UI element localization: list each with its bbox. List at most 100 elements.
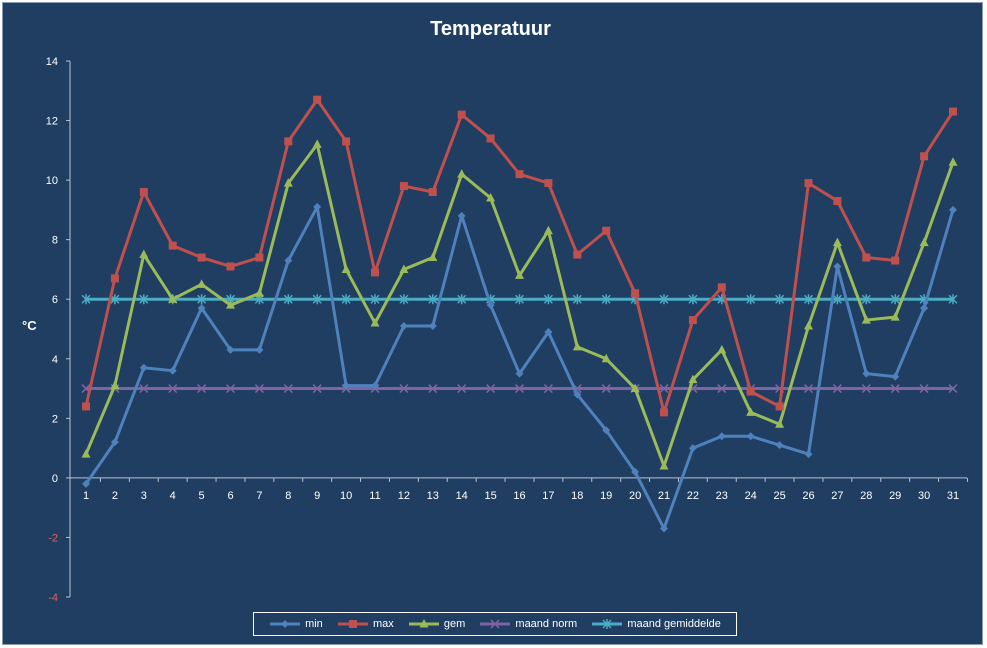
data-point-max: [602, 226, 611, 235]
data-point-gem: [515, 270, 524, 279]
data-point-maand-norm: [514, 384, 525, 394]
data-point-min: [226, 345, 235, 354]
data-point-gem: [110, 380, 120, 390]
y-axis-label: °C: [22, 318, 37, 333]
x-tick-label: 17: [542, 490, 554, 502]
data-point-min: [688, 444, 697, 453]
legend-label: maand norm: [515, 618, 578, 630]
data-point-gem: [341, 264, 351, 273]
x-tick-label: 6: [227, 490, 233, 502]
x-tick-label: 8: [285, 490, 291, 502]
data-point-max: [573, 250, 582, 259]
data-point-min: [428, 322, 437, 331]
data-point-gem: [775, 419, 785, 428]
data-point-max: [110, 274, 119, 283]
data-point-min: [746, 432, 755, 441]
y-tick-label: 12: [46, 116, 58, 128]
data-point-max: [399, 182, 408, 191]
data-point-gem: [861, 315, 871, 324]
data-point-min: [313, 202, 322, 211]
data-point-maand-norm: [890, 384, 900, 394]
data-point-min: [631, 467, 640, 476]
data-point-min: [602, 426, 611, 435]
data-point-maand-norm: [457, 384, 467, 394]
legend-label: maand gemiddelde: [627, 618, 721, 630]
data-point-gem: [312, 139, 322, 148]
legend-item-max: max: [337, 618, 394, 630]
data-point-max: [515, 170, 524, 179]
data-point-maand-gemiddelde: [543, 294, 553, 305]
data-point-min: [342, 381, 351, 390]
data-point-max: [660, 408, 668, 417]
data-point-max: [804, 179, 813, 188]
data-point-maand-gemiddelde: [861, 294, 871, 305]
data-point-gem: [919, 237, 929, 247]
data-point-min: [255, 345, 264, 354]
y-tick-label: 8: [52, 235, 58, 247]
data-point-maand-norm: [717, 384, 727, 394]
data-point-gem: [572, 341, 582, 351]
legend-item-maand-gemiddelde: maand gemiddelde: [591, 618, 721, 630]
data-point-min: [544, 327, 553, 336]
data-point-gem: [254, 288, 264, 297]
data-point-maand-gemiddelde: [312, 294, 322, 305]
x-tick-label: 29: [889, 490, 901, 502]
data-point-max: [371, 268, 379, 277]
x-tick-label: 25: [773, 490, 785, 502]
legend: min max gem maand norm maand gemiddelde: [253, 612, 737, 636]
x-tick-label: 21: [658, 490, 670, 502]
data-point-min: [515, 369, 524, 378]
data-point-min: [399, 322, 408, 331]
data-point-maand-gemiddelde: [399, 294, 409, 305]
data-point-min: [862, 369, 871, 378]
data-point-min: [110, 438, 119, 447]
data-point-max: [486, 134, 495, 143]
x-tick-label: 11: [369, 490, 380, 502]
data-point-maand-gemiddelde: [283, 294, 293, 305]
x-tick-label: 23: [716, 490, 728, 502]
data-point-max: [342, 137, 351, 146]
x-tick-label: 15: [484, 490, 496, 502]
data-point-maand-gemiddelde: [197, 294, 207, 305]
data-point-maand-gemiddelde: [428, 294, 438, 305]
y-tick-label: 2: [52, 413, 58, 425]
x-tick-label: 13: [427, 490, 439, 502]
data-point-gem: [428, 252, 438, 262]
data-point-max: [284, 137, 293, 146]
data-point-max: [544, 179, 553, 188]
legend-swatch-min: [270, 620, 301, 628]
x-tick-label: 12: [398, 490, 410, 502]
data-point-maand-gemiddelde: [688, 294, 698, 305]
data-point-maand-norm: [659, 384, 669, 394]
y-tick-label: -4: [48, 592, 58, 604]
data-point-maand-gemiddelde: [370, 294, 380, 305]
data-point-maand-norm: [139, 384, 149, 394]
x-tick-label: 16: [513, 490, 525, 502]
data-point-gem: [659, 460, 669, 470]
data-point-gem: [688, 374, 698, 384]
data-point-max: [197, 253, 206, 262]
data-point-maand-gemiddelde: [601, 294, 611, 305]
data-point-min: [139, 363, 148, 372]
data-point-max: [891, 256, 900, 265]
data-point-min: [82, 479, 90, 488]
data-point-gem: [197, 279, 207, 288]
data-point-max: [920, 152, 929, 161]
x-tick-label: 18: [571, 490, 583, 502]
data-point-max: [255, 253, 264, 262]
data-point-maand-gemiddelde: [746, 294, 756, 305]
x-tick-label: 28: [860, 490, 872, 502]
data-point-max: [833, 196, 842, 205]
x-tick-label: 3: [141, 490, 147, 502]
data-point-maand-norm: [428, 384, 438, 394]
x-tick-label: 22: [687, 490, 699, 502]
data-point-maand-gemiddelde: [514, 294, 525, 305]
data-point-gem: [630, 383, 640, 393]
data-point-min: [891, 372, 900, 381]
data-point-maand-norm: [832, 384, 842, 394]
data-point-maand-gemiddelde: [803, 294, 814, 305]
data-point-max: [457, 110, 466, 119]
data-point-maand-gemiddelde: [341, 294, 351, 305]
data-point-min: [717, 432, 726, 441]
